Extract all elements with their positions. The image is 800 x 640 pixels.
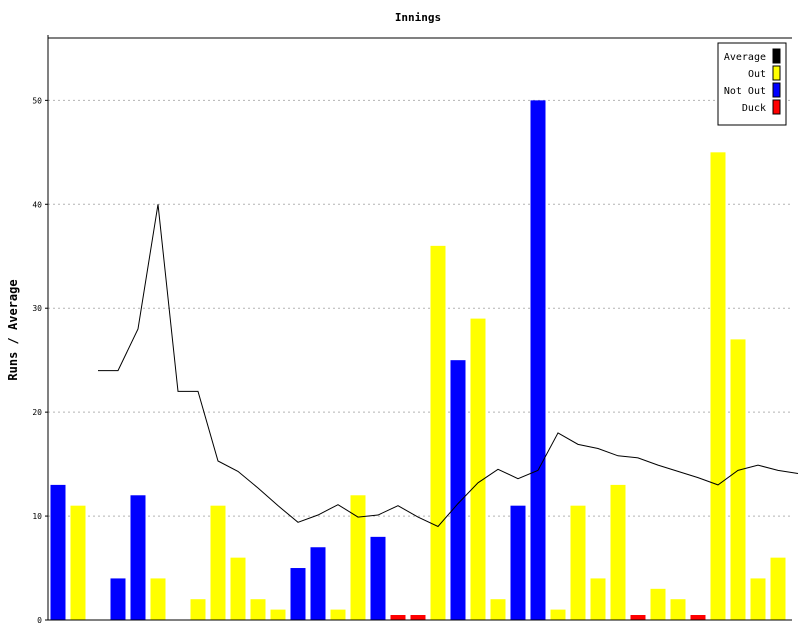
legend-swatch [772,99,781,115]
y-tick-label: 40 [32,200,42,209]
bar-inning-5 [130,495,146,620]
bar-inning-29 [610,484,626,620]
bar-inning-4 [110,578,126,620]
bar-inning-18 [390,615,406,620]
legend-label: Duck [742,103,766,114]
legend: Average Out Not Out Duck [717,42,787,126]
chart-title: Innings [395,11,441,24]
bar-inning-2 [70,505,86,620]
bar-inning-9 [210,505,226,620]
bar-inning-37 [770,557,786,620]
bar-inning-22 [470,318,486,620]
bar-inning-35 [730,339,746,620]
bar-inning-20 [430,245,446,620]
y-tick-label: 10 [32,512,42,521]
legend-label: Not Out [724,86,766,97]
bar-inning-16 [350,495,366,620]
y-tick-label: 30 [32,304,42,313]
legend-label: Out [748,69,766,80]
bar-inning-12 [270,609,286,620]
bar-inning-36 [750,578,766,620]
bar-inning-30 [630,615,646,620]
bar-inning-27 [570,505,586,620]
bar-inning-24 [510,505,526,620]
gridlines [48,99,792,517]
bar-inning-15 [330,609,346,620]
bar-inning-23 [490,599,506,620]
bar-inning-28 [590,578,606,620]
legend-swatch [772,48,781,64]
bar-inning-31 [650,588,666,620]
bar-inning-19 [410,615,426,620]
legend-swatch [772,65,781,81]
axes: 0 10 20 30 40 50 [32,35,792,625]
average-line-group [98,204,799,528]
bar-inning-17 [370,536,386,620]
bar-inning-11 [250,599,266,620]
average-line [98,204,799,528]
bar-inning-8 [190,599,206,620]
bars [50,100,786,621]
y-tick-label: 50 [32,96,42,105]
bar-inning-1 [50,484,66,620]
bar-inning-32 [670,599,686,620]
bar-inning-21 [450,360,466,620]
bar-inning-10 [230,557,246,620]
y-tick-label: 0 [37,616,42,625]
y-tick-label: 20 [32,408,42,417]
bar-inning-34 [710,152,726,621]
y-axis-label: Runs / Average [6,279,20,380]
bar-inning-13 [290,568,306,620]
bar-inning-25 [530,100,546,621]
bar-inning-33 [690,615,706,620]
legend-swatch [772,82,781,98]
legend-label: Average [724,52,766,63]
bar-inning-14 [310,547,326,620]
bar-inning-6 [150,578,166,620]
bar-inning-26 [550,609,566,620]
